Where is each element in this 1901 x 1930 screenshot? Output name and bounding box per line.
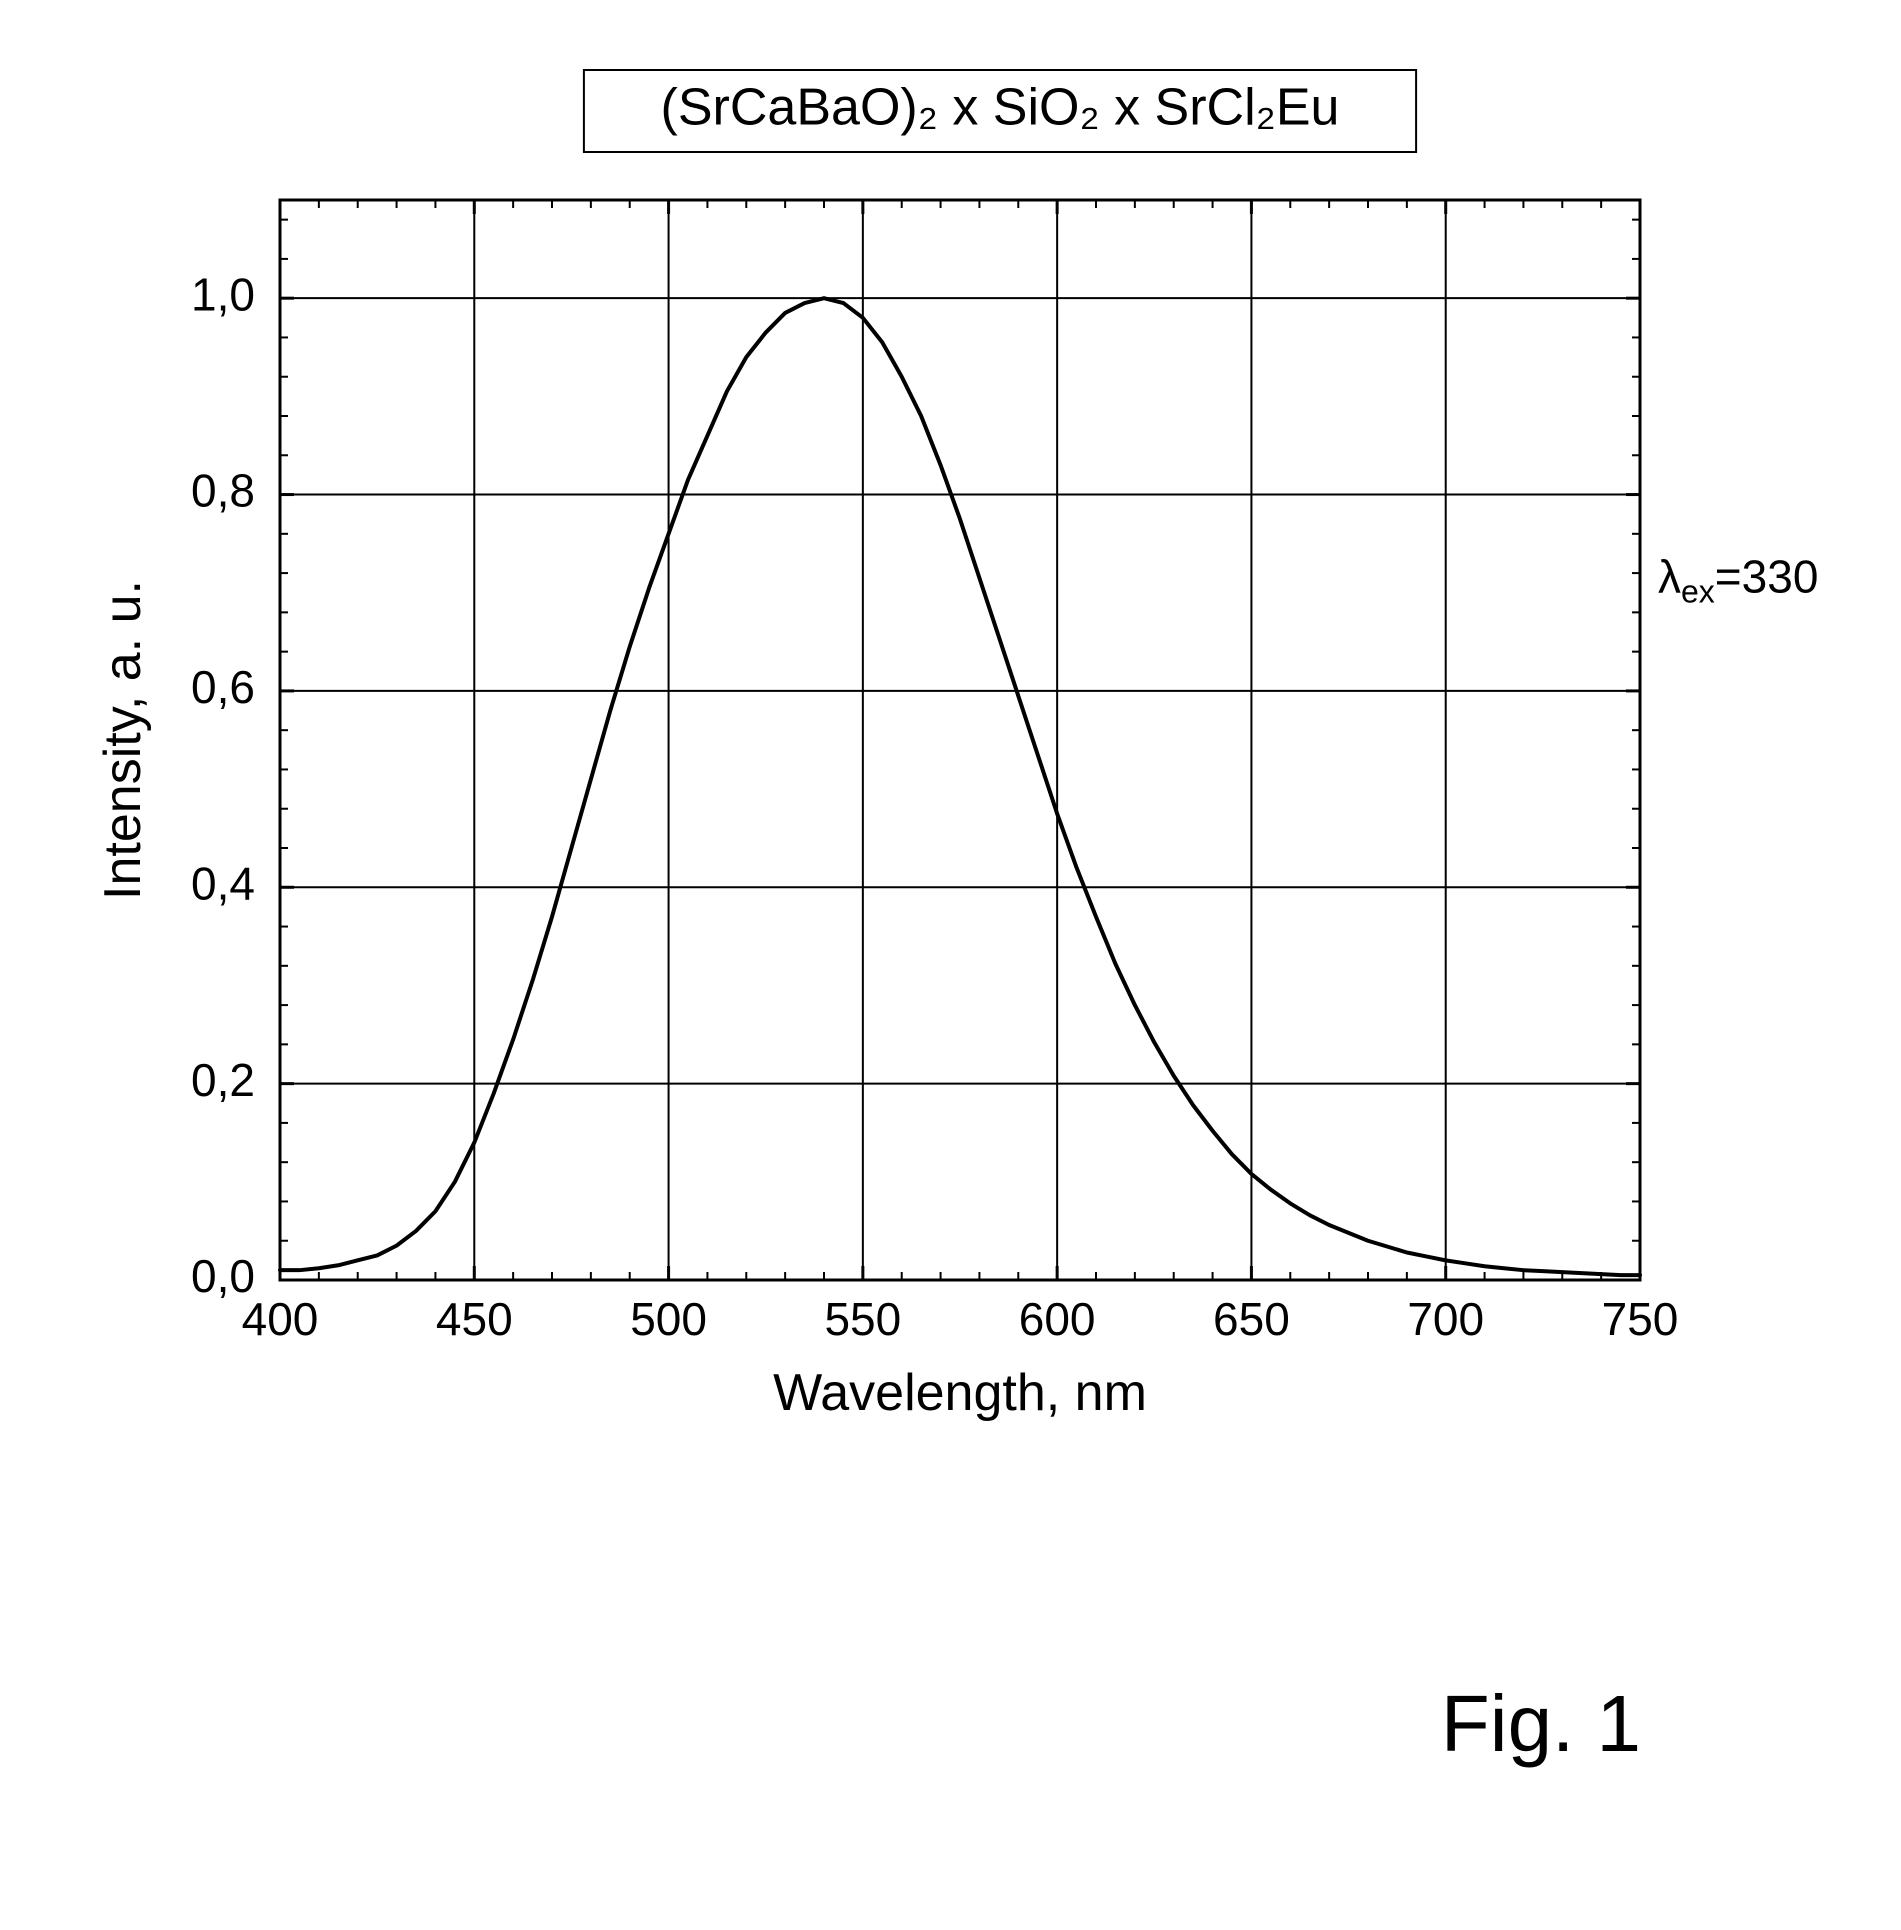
emission-spectrum-chart: (SrCaBaO)₂ x SiO₂ x SrCl₂Eu4004505005506… xyxy=(80,40,1820,1500)
chart-title-box: (SrCaBaO)₂ x SiO₂ x SrCl₂Eu xyxy=(584,70,1416,152)
svg-text:450: 450 xyxy=(436,1293,513,1345)
figure-caption: Fig. 1 xyxy=(1441,1678,1641,1770)
svg-text:500: 500 xyxy=(630,1293,707,1345)
svg-text:700: 700 xyxy=(1407,1293,1484,1345)
page-root: (SrCaBaO)₂ x SiO₂ x SrCl₂Eu4004505005506… xyxy=(0,0,1901,1930)
svg-text:0,8: 0,8 xyxy=(191,465,255,517)
svg-text:600: 600 xyxy=(1019,1293,1096,1345)
svg-text:0,6: 0,6 xyxy=(191,661,255,713)
chart-svg: (SrCaBaO)₂ x SiO₂ x SrCl₂Eu4004505005506… xyxy=(80,40,1820,1500)
svg-text:650: 650 xyxy=(1213,1293,1290,1345)
svg-text:550: 550 xyxy=(824,1293,901,1345)
svg-text:750: 750 xyxy=(1602,1293,1679,1345)
x-axis-label: Wavelength, nm xyxy=(773,1364,1147,1422)
svg-text:(SrCaBaO)₂ x SiO₂ x SrCl₂Eu: (SrCaBaO)₂ x SiO₂ x SrCl₂Eu xyxy=(661,79,1340,137)
svg-text:0,0: 0,0 xyxy=(191,1250,255,1302)
y-axis-label: Intensity, a. u. xyxy=(94,580,152,900)
svg-text:0,4: 0,4 xyxy=(191,857,255,909)
svg-text:0,2: 0,2 xyxy=(191,1054,255,1106)
svg-text:1,0: 1,0 xyxy=(191,268,255,320)
